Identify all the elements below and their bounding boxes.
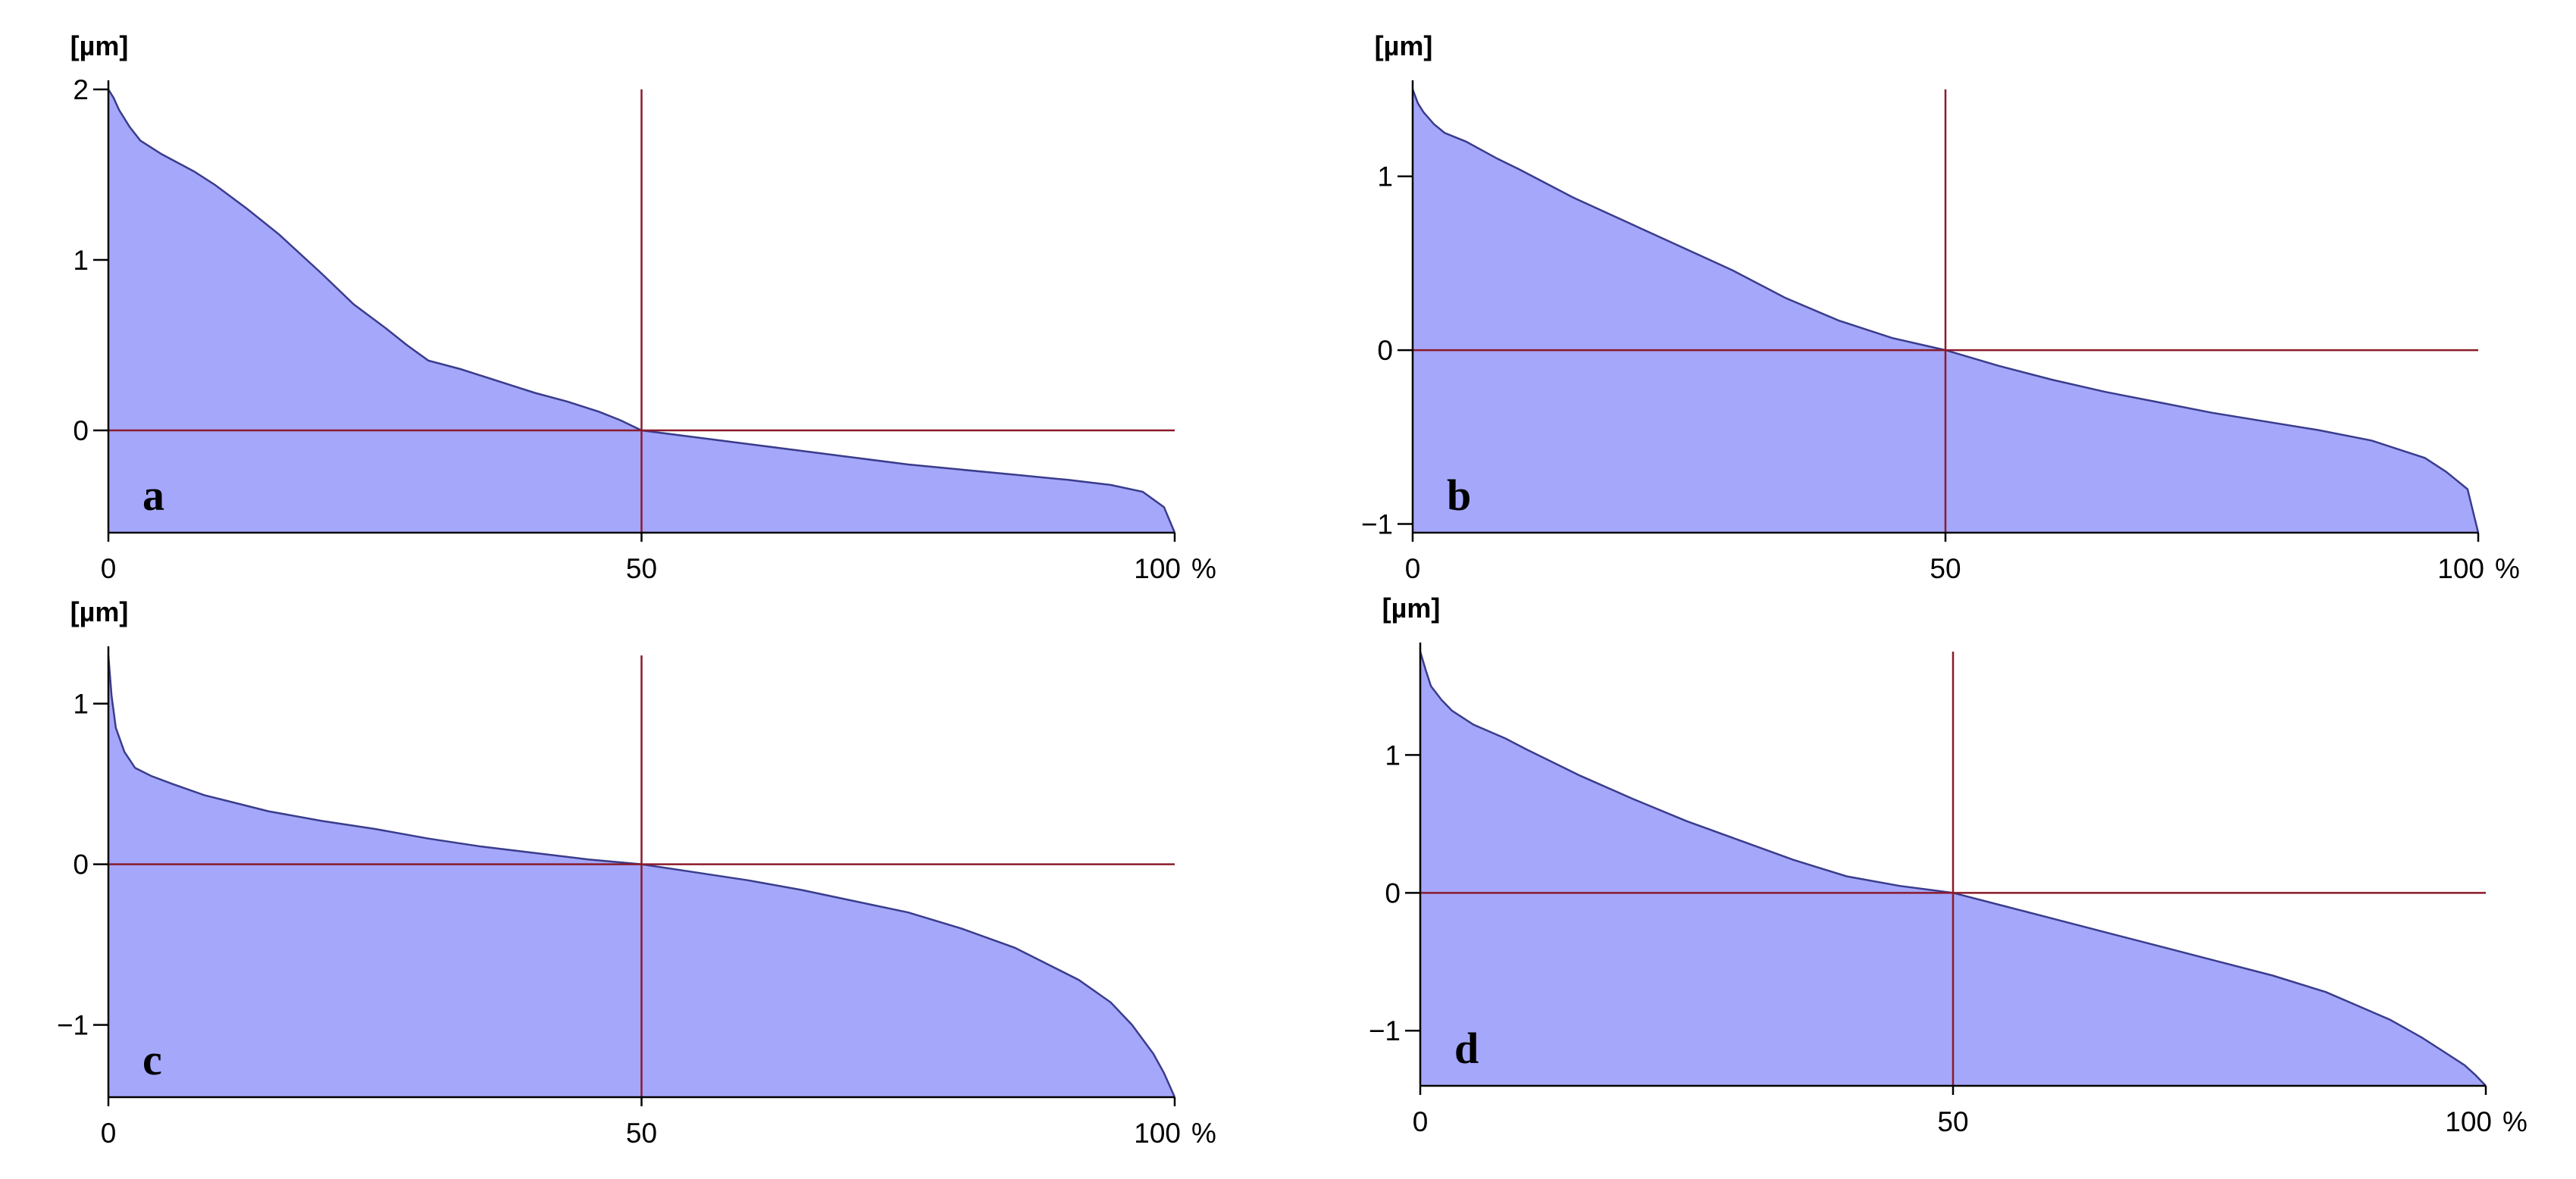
x-tick-label-d: 100: [2445, 1106, 2492, 1137]
x-tick-label-c: 100: [1134, 1118, 1181, 1149]
panel-c: 1 0 −1 0 50 100 % [µm] c: [57, 596, 1216, 1149]
curve-line-a: [107, 89, 1176, 533]
panel-label-d: d: [1454, 1024, 1479, 1073]
y-tick-label-a: 1: [73, 245, 89, 276]
y-tick-label-b: −1: [1361, 509, 1393, 540]
y-unit-label-b: [µm]: [1375, 30, 1433, 61]
x-unit-label-d: %: [2502, 1106, 2527, 1137]
x-tick-label-a: 50: [626, 553, 657, 584]
x-unit-label-b: %: [2495, 553, 2520, 584]
x-tick-label-b: 50: [1930, 553, 1961, 584]
y-tick-label-b: 0: [1377, 335, 1393, 366]
curve-line-b: [1411, 89, 2480, 533]
x-unit-label-c: %: [1191, 1118, 1216, 1149]
y-tick-label-b: 1: [1377, 161, 1393, 192]
y-unit-label-c: [µm]: [70, 596, 129, 627]
x-tick-label-a: 100: [1134, 553, 1181, 584]
y-tick-label-c: 0: [73, 849, 89, 880]
y-tick-label-d: 0: [1385, 877, 1401, 908]
curve-line-d: [1419, 651, 2487, 1087]
x-tick-label-d: 0: [1413, 1106, 1429, 1137]
area-fill-a: [108, 89, 1175, 533]
x-tick-label-c: 0: [101, 1118, 117, 1149]
y-tick-label-c: 1: [73, 689, 89, 720]
y-tick-label-a: 2: [73, 74, 89, 105]
y-unit-label-d: [µm]: [1382, 593, 1441, 624]
x-tick-label-c: 50: [626, 1118, 657, 1149]
panel-label-a: a: [142, 471, 164, 520]
x-tick-label-b: 0: [1405, 553, 1421, 584]
y-tick-label-c: −1: [57, 1010, 89, 1041]
x-tick-label-d: 50: [1937, 1106, 1968, 1137]
x-tick-label-b: 100: [2437, 553, 2484, 584]
y-tick-label-d: −1: [1369, 1015, 1401, 1046]
panel-label-c: c: [142, 1035, 162, 1084]
y-tick-label-d: 1: [1385, 740, 1401, 771]
x-unit-label-a: %: [1191, 553, 1216, 584]
panel-d: 1 0 −1 0 50 100 % [µm] d: [1369, 593, 2527, 1137]
curve-line-c: [107, 655, 1176, 1098]
area-fill-d: [1420, 652, 2486, 1086]
y-unit-label-a: [µm]: [70, 30, 129, 61]
panel-label-b: b: [1447, 471, 1471, 520]
area-fill-b: [1413, 89, 2478, 533]
x-tick-label-a: 0: [101, 553, 117, 584]
panel-b: 1 0 −1 0 50 100 % [µm] b: [1361, 30, 2520, 584]
y-tick-label-a: 0: [73, 415, 89, 446]
